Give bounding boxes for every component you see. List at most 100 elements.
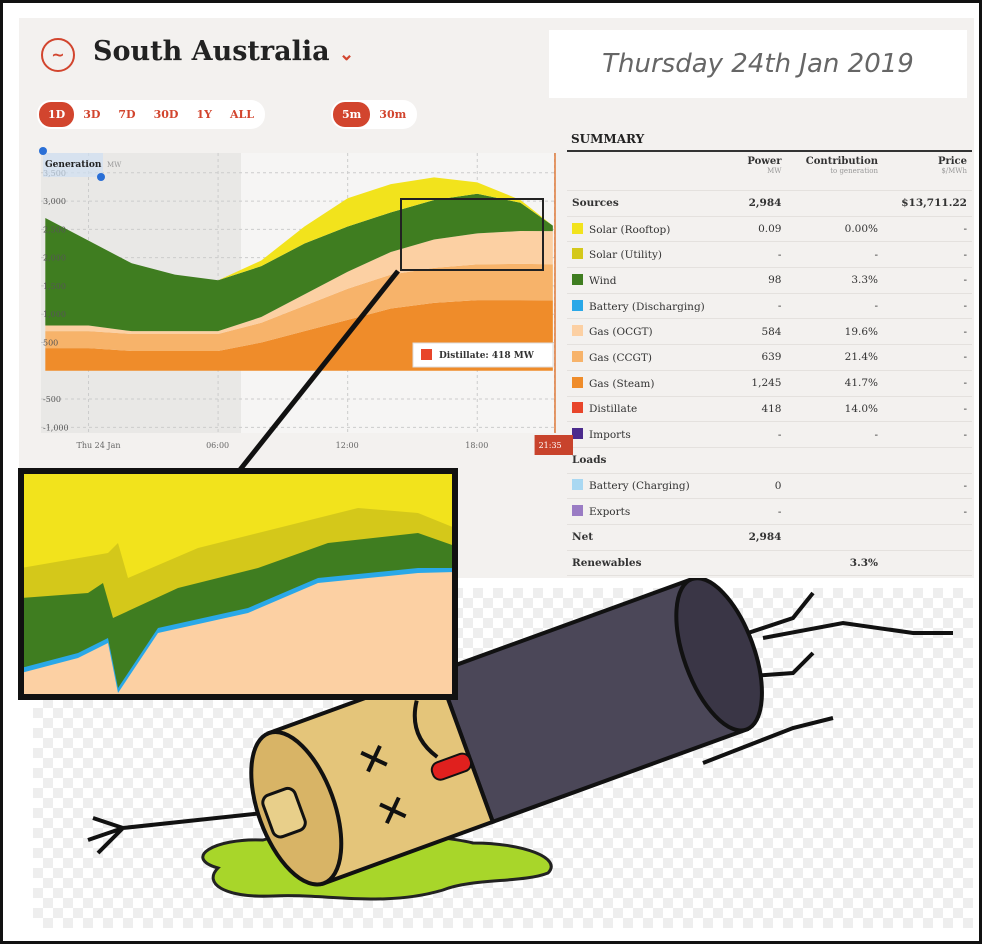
table-cell: - [735, 242, 787, 268]
table-row: Gas (Steam) 1,245 41.7%- [567, 370, 972, 396]
cell-text: 2,984 [749, 531, 782, 543]
cell-text: - [963, 480, 967, 492]
y-tick-label: 1,000 [43, 310, 66, 319]
y-axis-unit: MW [107, 161, 122, 169]
table-cell: - [883, 473, 972, 499]
cell-text: 0.00% [845, 223, 878, 235]
table-row: Exports - - [567, 499, 972, 525]
table-cell [786, 524, 883, 550]
cell-text: - [963, 326, 967, 338]
table-cell: - [883, 319, 972, 345]
table-cell: Battery (Charging) [567, 473, 735, 499]
column-unit: $/MWh [888, 167, 967, 175]
table-cell: 14.0% [786, 396, 883, 422]
table-cell: 1,245 [735, 370, 787, 396]
table-cell: Net [567, 524, 735, 550]
table-cell: - [883, 242, 972, 268]
cell-text: - [963, 506, 967, 518]
cell-text: 639 [761, 351, 781, 363]
table-row: Net 2,984 [567, 524, 972, 550]
swatch [572, 325, 583, 336]
table-cell [786, 473, 883, 499]
y-tick-label: 2,000 [43, 254, 66, 263]
y-tick-label: 2,500 [43, 225, 66, 234]
table-row: Solar (Utility)--- [567, 242, 972, 268]
table-row: Renewables 3.3% [567, 550, 972, 576]
cell-text: 41.7% [845, 377, 878, 389]
cell-text: Imports [589, 429, 631, 441]
table-cell: Solar (Rooftop) [567, 216, 735, 242]
table-cell: - [735, 499, 787, 525]
swatch [572, 402, 583, 413]
table-cell [735, 447, 787, 473]
table-cell: - [735, 293, 787, 319]
x-tick-label: 06:00 [206, 441, 229, 450]
table-cell: Imports [567, 422, 735, 448]
table-cell: 3.3% [786, 550, 883, 576]
zoom-inset [18, 468, 458, 700]
x-tick-label: 21:35 [539, 441, 562, 450]
cell-text: 98 [768, 274, 781, 286]
cell-text: 19.6% [845, 326, 878, 338]
chart: 3,5003,0002,5002,0001,5001,000500-500-1,… [3, 3, 573, 473]
cell-text: Wind [589, 275, 616, 287]
cell-text: Exports [589, 506, 630, 518]
handle[interactable] [97, 173, 105, 181]
table-cell: Renewables [567, 550, 735, 576]
cell-text: 418 [761, 403, 781, 415]
table-cell [883, 447, 972, 473]
table-cell: Gas (CCGT) [567, 345, 735, 371]
summary-title: SUMMARY [567, 128, 972, 152]
x-tick-label: 18:00 [465, 441, 488, 450]
table-cell: Solar (Utility) [567, 242, 735, 268]
swatch [572, 351, 583, 362]
swatch [572, 300, 583, 311]
table-cell: - [883, 216, 972, 242]
cell-text: - [963, 300, 967, 312]
table-cell: - [883, 345, 972, 371]
table-row: Battery (Charging)0- [567, 473, 972, 499]
cell-text: Distillate [589, 403, 637, 415]
table-row: Loads [567, 447, 972, 473]
swatch [572, 479, 583, 490]
swatch [572, 274, 583, 285]
table-cell: Wind [567, 268, 735, 294]
column-unit: MW [740, 167, 782, 175]
cell-text: 1,245 [751, 377, 781, 389]
cell-text: - [874, 249, 878, 261]
table-cell [786, 191, 883, 217]
table-cell: Gas (OCGT) [567, 319, 735, 345]
tooltip-swatch [421, 349, 432, 360]
column-header: Contributionto generation [786, 152, 883, 191]
cell-text: $13,711.22 [901, 197, 967, 209]
column-unit: to generation [791, 167, 878, 175]
table-row: Wind983.3%- [567, 268, 972, 294]
table-row: Sources 2,984 $13,711.22 [567, 191, 972, 217]
table-cell [883, 550, 972, 576]
cell-text: - [778, 249, 782, 261]
cell-text: Sources [572, 197, 619, 209]
table-cell: Battery (Discharging) [567, 293, 735, 319]
table-cell: - [883, 499, 972, 525]
table-cell [883, 524, 972, 550]
handle[interactable] [39, 147, 47, 155]
summary-table: PowerMWContributionto generationPrice$/M… [567, 152, 972, 576]
table-row: Battery (Discharging)--- [567, 293, 972, 319]
table-cell: - [883, 370, 972, 396]
table-cell: 19.6% [786, 319, 883, 345]
swatch [572, 377, 583, 388]
table-cell [786, 499, 883, 525]
table-cell: Loads [567, 447, 735, 473]
cell-text: Gas (Steam) [589, 378, 654, 390]
cell-text: Solar (Rooftop) [589, 224, 670, 236]
cell-text: 2,984 [749, 197, 782, 209]
cell-text: Battery (Charging) [589, 480, 690, 492]
date-label: Thursday 24th Jan 2019 [549, 30, 967, 98]
table-cell: Sources [567, 191, 735, 217]
table-cell: 21.4% [786, 345, 883, 371]
cell-text: - [778, 300, 782, 312]
cell-text: 3.3% [851, 274, 878, 286]
